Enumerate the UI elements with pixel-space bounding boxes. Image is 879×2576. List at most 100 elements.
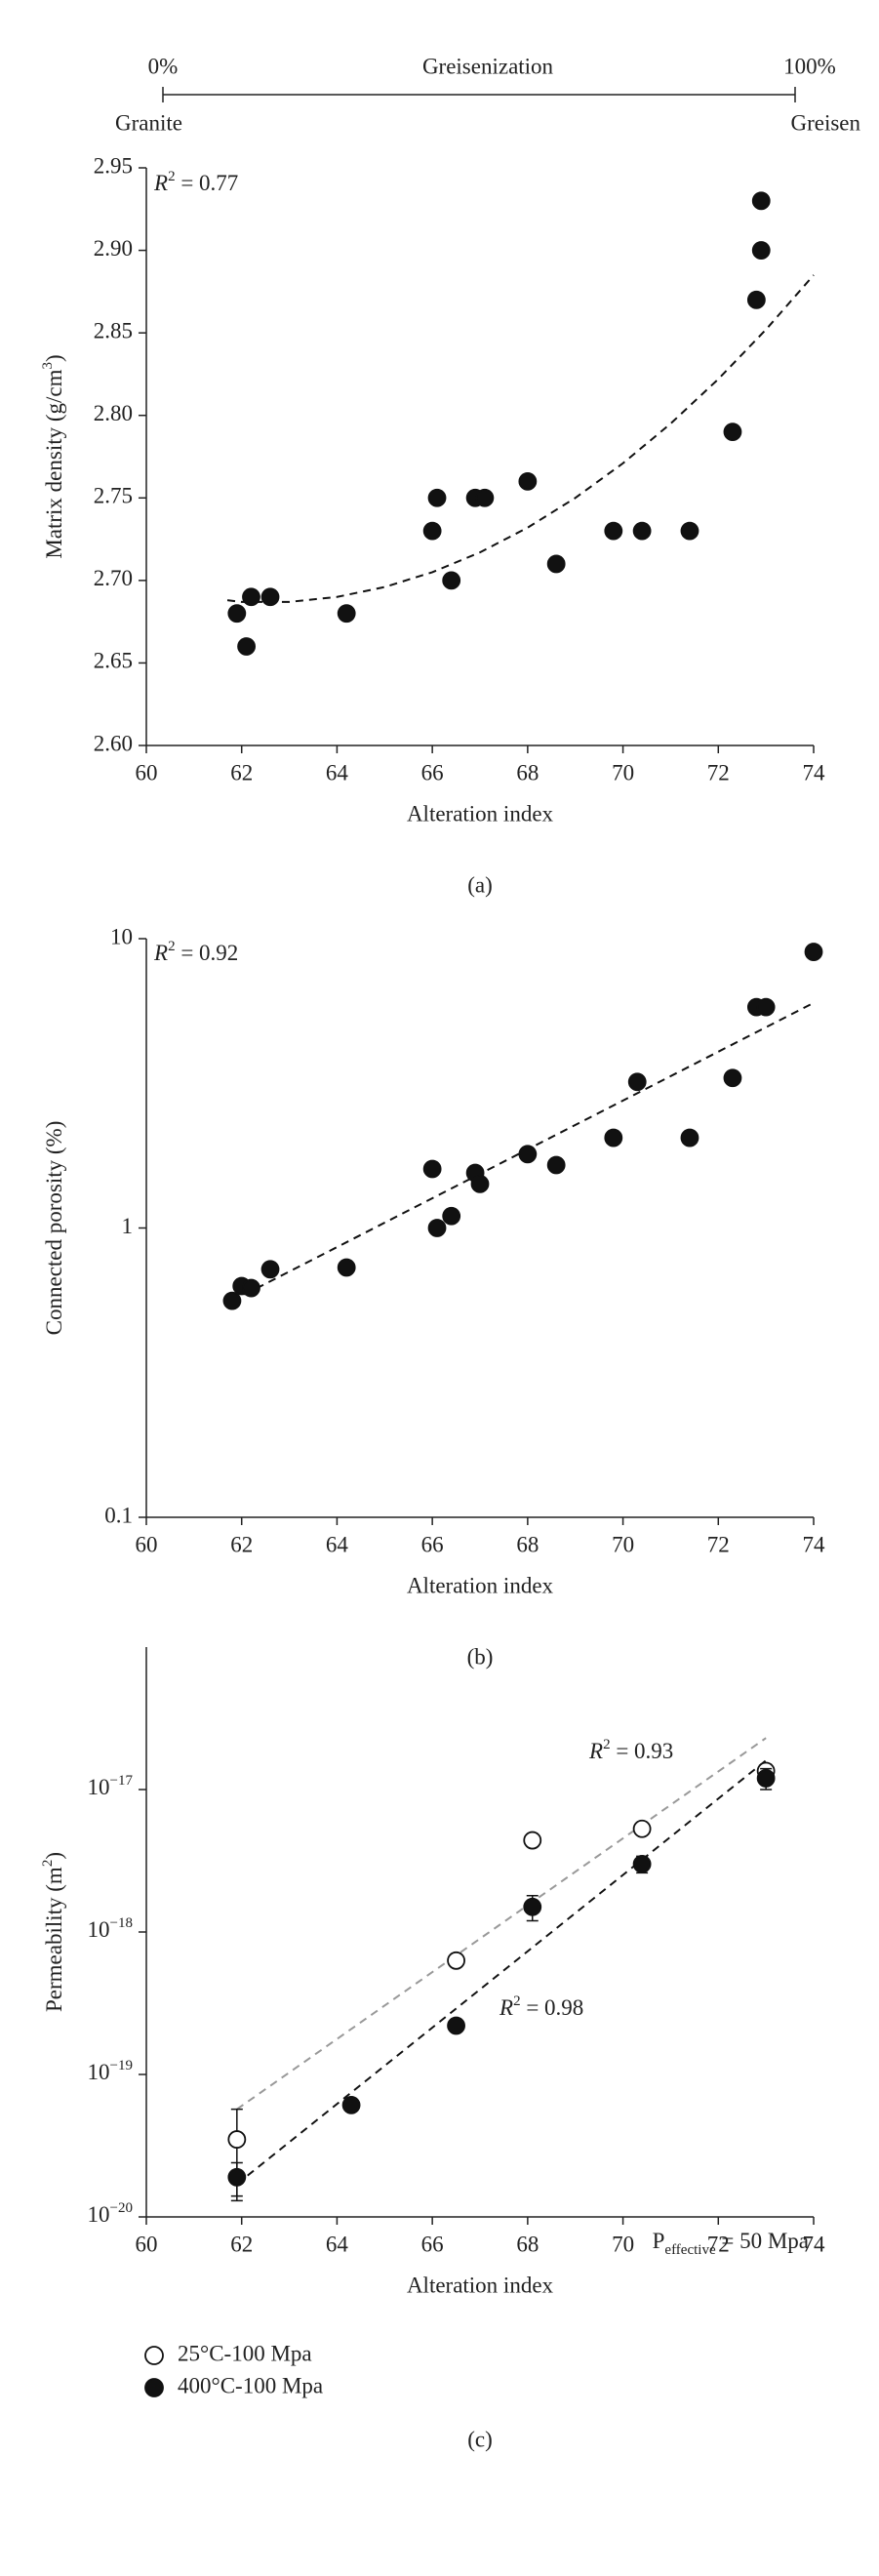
data-point (723, 423, 742, 442)
x-tick-label: 64 (326, 1532, 349, 1556)
x-tick-label: 64 (326, 760, 349, 785)
fit-label-part: R (499, 1995, 513, 2020)
fit-label-part: R (588, 1739, 603, 1763)
data-point (518, 1145, 538, 1164)
data-point (751, 241, 771, 260)
legend-marker (144, 2346, 164, 2365)
annotation-part: P (653, 2229, 665, 2253)
data-point (604, 1128, 623, 1147)
y-tick-label: 2.80 (94, 401, 133, 425)
data-point (442, 571, 461, 590)
x-tick-label: 62 (230, 2232, 253, 2256)
x-tick-label: 72 (707, 760, 730, 785)
y-tick-label: 2.85 (94, 318, 133, 342)
annotation-part: = 0.92 (176, 941, 239, 965)
y-tick-label: 2.60 (94, 731, 133, 755)
y-tick-label: 0.1 (104, 1503, 133, 1527)
x-tick-label: 74 (803, 760, 826, 785)
data-point (518, 471, 538, 491)
x-tick-label: 68 (516, 2232, 539, 2256)
data-point (546, 1155, 566, 1175)
x-tick-label: 74 (803, 2232, 826, 2256)
y-tick-label-part: −19 (110, 2058, 133, 2073)
x-tick-label: 68 (516, 1532, 539, 1556)
y-tick-label-part: −18 (110, 1915, 133, 1931)
data-point (756, 997, 776, 1017)
x-tick-label: 66 (421, 760, 444, 785)
data-point (470, 1174, 490, 1193)
x-axis-label: Alteration index (407, 801, 554, 825)
y-tick-label: 1 (122, 1214, 134, 1238)
annotation: Peffective = 50 Mpa (653, 2229, 809, 2258)
data-point (804, 943, 823, 961)
y-tick-label-part: 10 (88, 2060, 110, 2084)
data-point (242, 1278, 260, 1298)
y-tick-label: 10−19 (88, 2058, 133, 2084)
y-tick-label: 2.90 (94, 236, 133, 261)
y-axis-label-part: Connected porosity (%) (42, 1121, 66, 1336)
data-point (632, 521, 652, 541)
scale-right: 100% (783, 54, 836, 78)
y-tick-label: 2.65 (94, 649, 133, 673)
y-tick-label: 10−17 (88, 1773, 134, 1799)
legend-label: 400°C-100 Mpa (178, 2373, 323, 2397)
data-point (427, 488, 447, 507)
caption: (b) (467, 1644, 494, 1669)
data-point (227, 2130, 247, 2149)
fit-label: R2 = 0.93 (588, 1737, 673, 1763)
data-point (260, 587, 280, 607)
data-point (242, 587, 260, 607)
caption: (a) (467, 872, 493, 897)
data-point (523, 1831, 542, 1850)
data-point (546, 554, 566, 574)
y-tick-label-part: 10 (88, 1775, 110, 1799)
y-tick-label: 10−20 (88, 2200, 133, 2227)
x-tick-label: 64 (326, 2232, 349, 2256)
caption: (c) (467, 2427, 493, 2451)
fit-label: R2 = 0.98 (499, 1993, 583, 2020)
fit-line (236, 1759, 767, 2186)
data-point (523, 1897, 542, 1916)
annotation-part: = 0.77 (176, 171, 239, 195)
annotation-part: = 50 Mpa (716, 2229, 809, 2253)
x-tick-label: 60 (136, 1532, 158, 1556)
annotation-part: R (153, 941, 168, 965)
data-point (627, 1072, 647, 1092)
data-point (337, 1258, 356, 1277)
y-axis-label-part: ) (42, 354, 66, 362)
data-point (475, 488, 495, 507)
annotation-part: R (153, 171, 168, 195)
y-axis-label: Matrix density (g/cm3) (40, 354, 66, 558)
data-point (746, 290, 766, 309)
y-tick-label-part: −17 (110, 1773, 134, 1789)
y-axis-label: Permeability (m2) (40, 1852, 66, 2012)
data-point (632, 1819, 652, 1838)
x-tick-label: 74 (803, 1532, 826, 1556)
x-tick-label: 72 (707, 2232, 730, 2256)
legend-marker (144, 2378, 164, 2397)
scale-left: 0% (148, 54, 179, 78)
x-axis-label: Alteration index (407, 1573, 554, 1597)
scale-right-end: Greisen (790, 110, 860, 135)
data-point (427, 1219, 447, 1237)
y-axis-label-part: 2 (40, 1860, 56, 1868)
y-tick-label: 10−18 (88, 1915, 133, 1942)
annotation-part: 2 (168, 939, 176, 954)
data-point (227, 604, 247, 624)
fit-label-part: = 0.98 (521, 1995, 584, 2020)
y-axis-label-part: Permeability (m (42, 1867, 66, 2012)
x-tick-label: 66 (421, 2232, 444, 2256)
x-tick-label: 72 (707, 1532, 730, 1556)
y-tick-label-part: 10 (88, 2202, 110, 2227)
y-tick-label: 2.95 (94, 153, 133, 178)
y-tick-label-part: −20 (110, 2200, 133, 2216)
y-tick-label: 2.75 (94, 484, 133, 508)
y-tick-label-part: 10 (88, 1917, 110, 1942)
data-point (447, 1951, 465, 1970)
y-axis-label: Connected porosity (%) (42, 1121, 66, 1336)
data-point (604, 521, 623, 541)
annotation: R2 = 0.77 (153, 169, 238, 195)
scale-center: Greisenization (422, 54, 554, 78)
scale-left-end: Granite (115, 110, 182, 135)
